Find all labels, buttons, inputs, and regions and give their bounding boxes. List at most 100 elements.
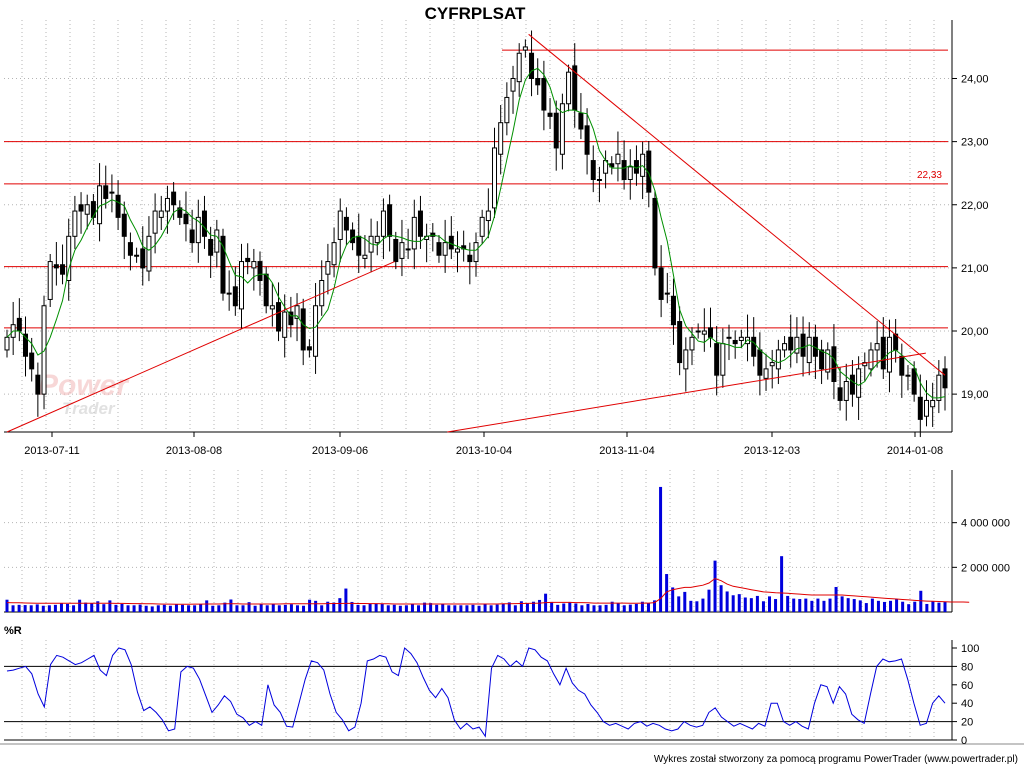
volume-bar [344,588,348,612]
volume-bar [47,605,51,612]
candle-body [140,248,146,269]
candle-body [652,197,658,269]
candle-body [880,336,886,370]
candle-body [53,264,59,269]
volume-bar [356,604,360,612]
candle-body [516,52,522,83]
candle-body [411,216,417,250]
candle-body [775,349,781,370]
volume-bar [96,601,100,612]
volume-bar [671,587,675,612]
volume-bar [217,605,221,612]
wr-tick-label: 100 [961,643,979,655]
volume-bar [338,598,342,612]
volume-bar [780,556,784,612]
volume-bar [53,604,57,612]
price-tick-label: 24,00 [961,74,989,86]
volume-bar [17,604,21,612]
candle-body [738,336,744,341]
volume-bar [707,589,711,612]
candle-body [84,204,90,215]
candle-body [343,216,349,231]
candle-body [313,305,319,357]
williams-r-indicator [4,647,952,738]
price-tick-label: 20,00 [961,326,989,338]
candle-body [362,254,368,259]
candle-body [29,352,35,370]
volume-bar [410,603,414,612]
candle-body [689,336,695,351]
volume-bar [659,486,663,612]
price-axis-ticks: 19,00 20,00 21,00 22,00 23,00 24,00 [952,74,989,401]
volume-bar [628,604,632,612]
watermark-power-text: Power [38,369,130,402]
volume-bar [810,600,814,612]
volume-bar [840,596,844,612]
volume-bar [180,604,184,612]
candle-body [578,112,584,130]
candle-body [23,333,29,357]
candle-body [837,387,843,401]
volume-bar [695,601,699,612]
volume-bar [719,585,723,612]
candle-body [294,305,300,319]
candle-body [930,399,936,408]
volume-bar [501,603,505,612]
volume-bar [368,603,372,612]
volume-bar [919,590,923,612]
candle-body [646,150,652,193]
volume-tick-label: 2 000 000 [961,562,1010,574]
date-axis-ticks: 2013-07-11 2013-08-08 2013-09-06 2013-10-04… [24,432,943,457]
candle-body [856,368,862,398]
volume-bar [84,602,88,612]
candle-body [417,210,423,237]
candle-body [547,112,553,117]
volume-bar [138,604,142,612]
wr-tick-label: 20 [961,717,973,729]
volume-bar [332,602,336,612]
volume-bar [798,599,802,612]
volume-bar [229,599,233,612]
volume-bar [876,600,880,612]
volume-bar [5,599,9,612]
candle-body [584,125,590,155]
volume-bar [749,598,753,612]
volume-bar [41,605,45,612]
volume-bar [314,600,318,612]
volume-bar [574,603,578,612]
candle-body [615,153,621,165]
candle-body [454,248,460,253]
candle-body [448,235,454,250]
date-tick-label: 2013-10-04 [456,445,512,457]
candle-body [800,333,806,357]
candle-body [782,343,788,351]
date-tick-label: 2013-07-11 [24,445,79,457]
volume-moving-average [6,577,970,605]
candle-body [90,201,96,218]
volume-bar [477,605,481,612]
candle-body [220,235,226,294]
volume-bar [622,605,626,612]
volume-bar [743,597,747,612]
candle-body [923,399,929,417]
candle-body [670,295,676,326]
candle-body [627,166,633,180]
candle-body [658,267,664,300]
trend-line [447,352,926,433]
volume-bar [423,602,427,612]
wr-tick-label: 80 [961,661,973,673]
candle-body [282,311,288,338]
volume-bar [804,598,808,612]
candle-body [529,52,535,79]
candle-body [695,330,701,333]
candle-body [356,235,362,256]
volume-bar [598,605,602,612]
volume-bar [634,603,638,612]
volume-bar [441,603,445,612]
volume-bar [199,603,203,612]
candle-body [862,362,868,367]
volume-bar [828,598,832,612]
volume-bar [889,600,893,612]
